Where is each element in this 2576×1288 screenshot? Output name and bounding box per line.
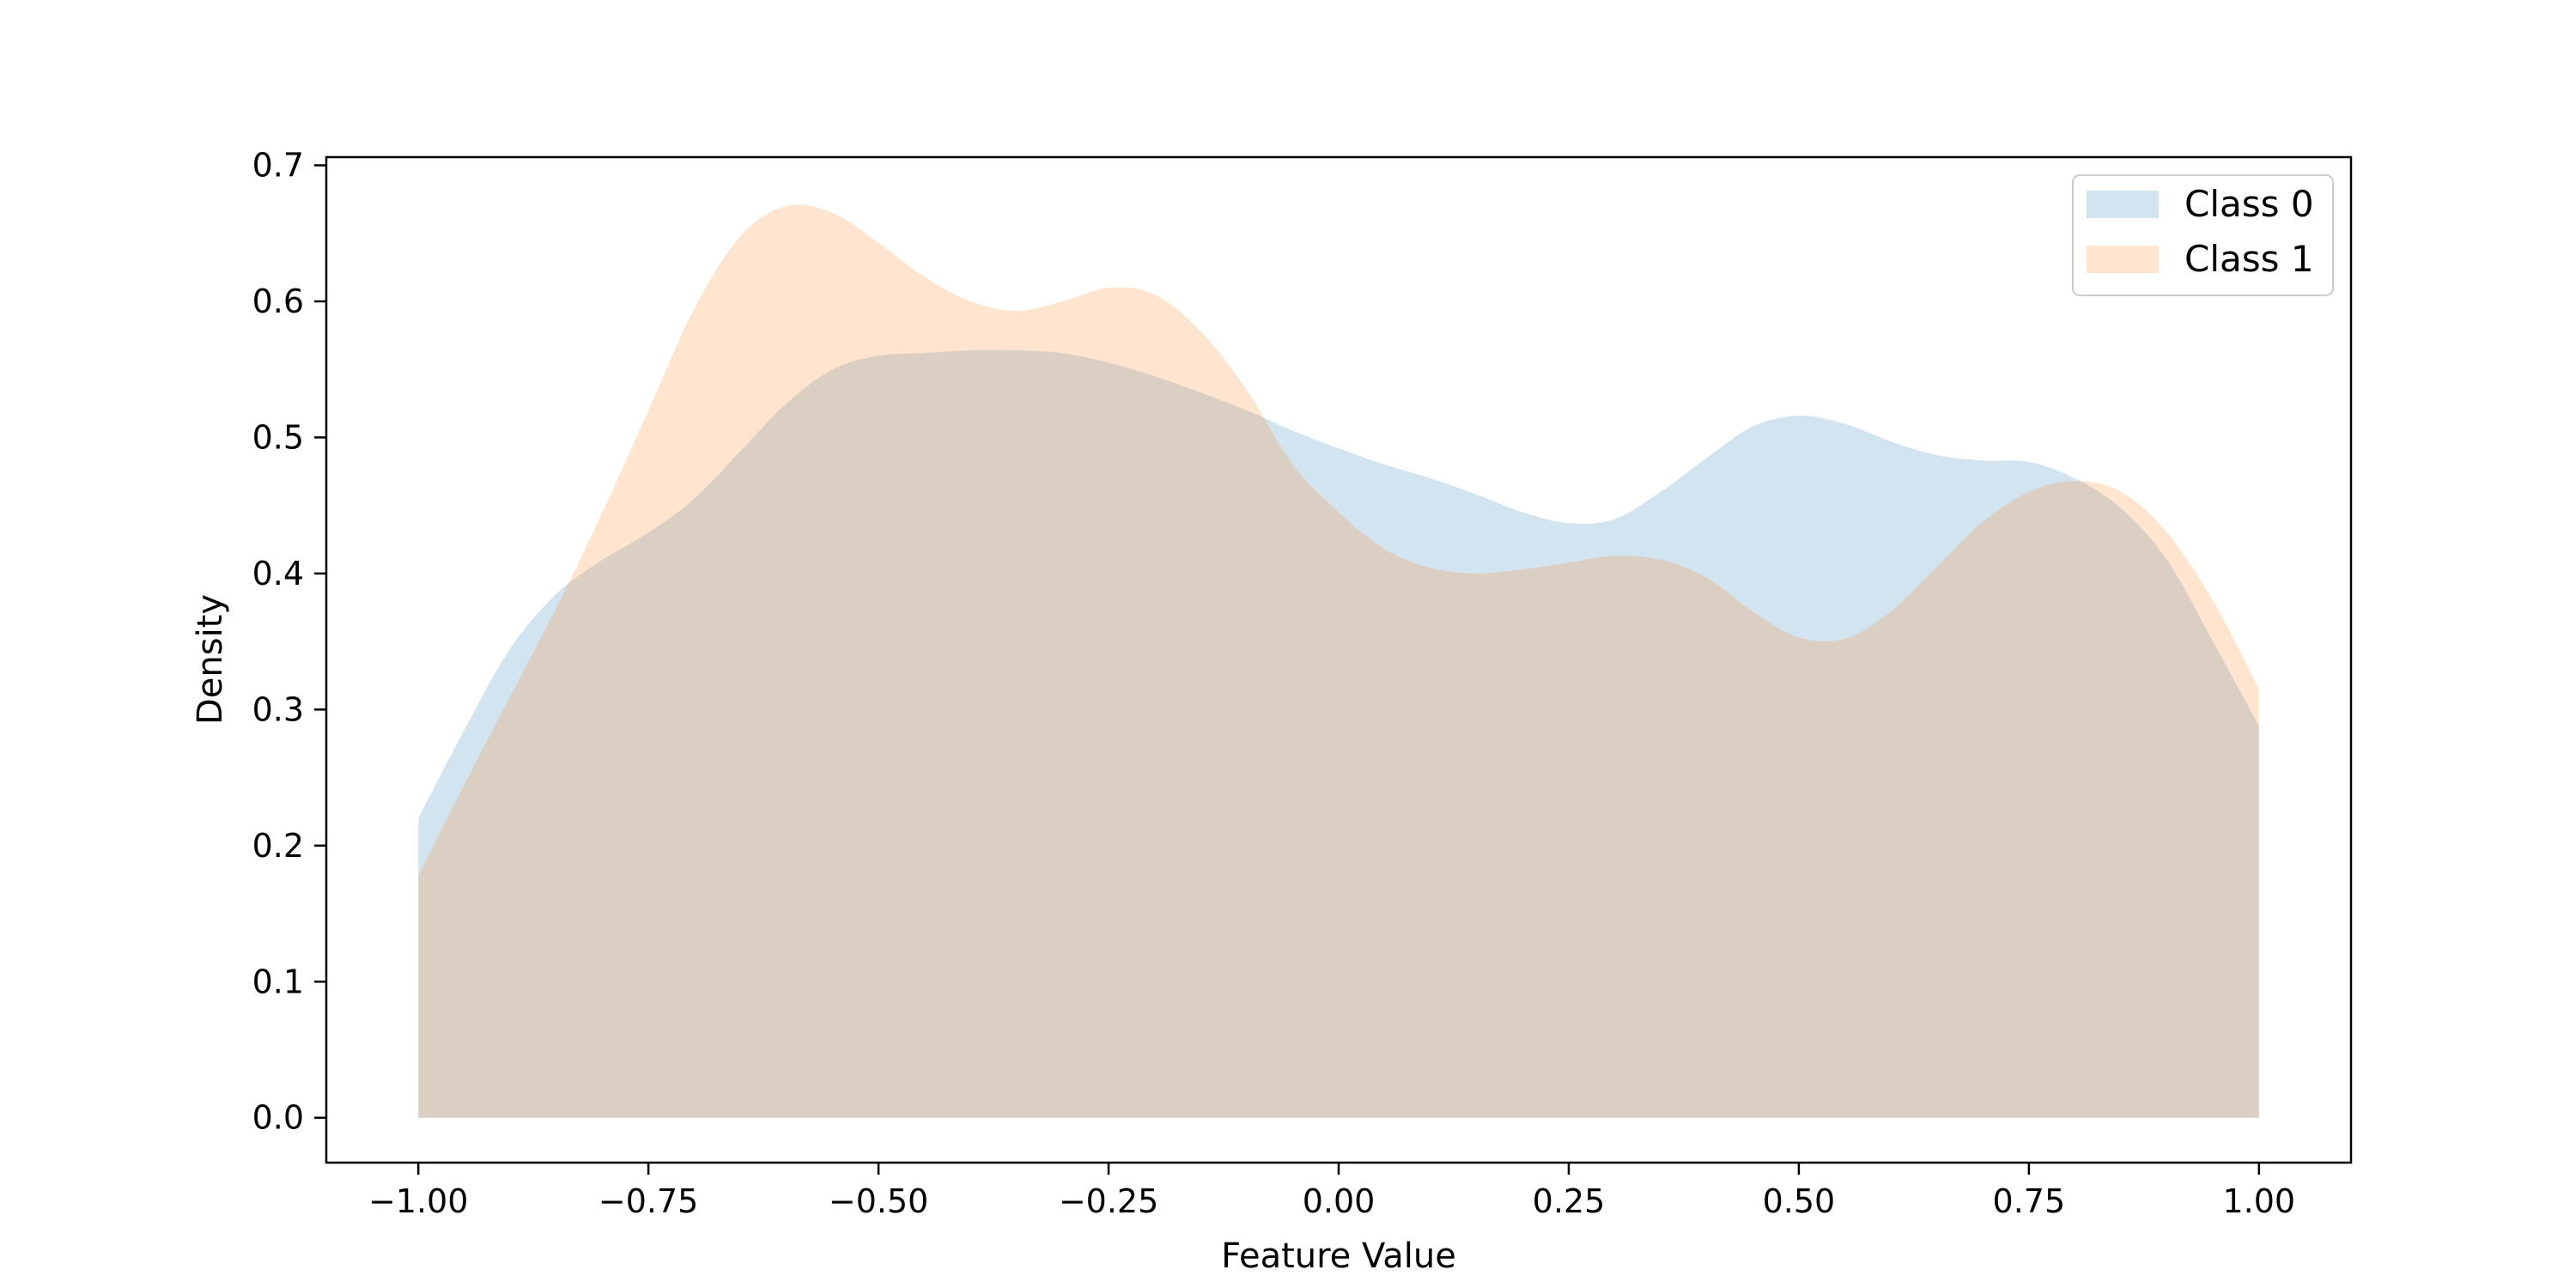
y-tick-label: 0.4: [252, 555, 304, 592]
y-tick-label: 0.5: [252, 418, 304, 456]
x-tick-label: 1.00: [2223, 1182, 2296, 1220]
legend-label: Class 1: [2184, 238, 2314, 280]
y-tick-label: 0.1: [252, 963, 304, 1000]
x-tick-label: 0.00: [1303, 1182, 1376, 1220]
y-tick-label: 0.0: [252, 1099, 304, 1137]
legend-label: Class 0: [2184, 183, 2314, 225]
x-tick-label: −0.50: [829, 1182, 928, 1220]
legend-frame: [2072, 174, 2334, 296]
x-tick-label: −0.25: [1059, 1182, 1158, 1220]
y-tick-label: 0.2: [252, 827, 304, 865]
area-class-1: [418, 204, 2259, 1118]
y-axis-label: Density: [191, 594, 230, 725]
legend: Class 0 Class 1: [2072, 174, 2334, 296]
y-tick-label: 0.3: [252, 690, 304, 728]
legend-swatch: [2087, 191, 2159, 218]
legend-swatch: [2087, 246, 2159, 273]
y-tick-label: 0.7: [252, 147, 304, 185]
y-ticks: 0.0 0.1 0.2 0.3 0.4 0.5 0.6 0.7: [252, 147, 326, 1137]
x-ticks: −1.00 −0.75 −0.50 −0.25 0.00 0.25 0.50 0.75 1.00: [368, 1163, 2295, 1220]
x-axis-label: Feature Value: [1221, 1236, 1456, 1276]
x-tick-label: 0.75: [1993, 1182, 2066, 1220]
x-tick-label: −0.75: [598, 1182, 698, 1220]
x-tick-label: 0.50: [1763, 1182, 1836, 1220]
y-tick-label: 0.6: [252, 283, 304, 320]
x-tick-label: 0.25: [1533, 1182, 1606, 1220]
x-tick-label: −1.00: [368, 1182, 468, 1220]
area-class-0: [418, 349, 2259, 1118]
series-layer: [418, 204, 2259, 1118]
